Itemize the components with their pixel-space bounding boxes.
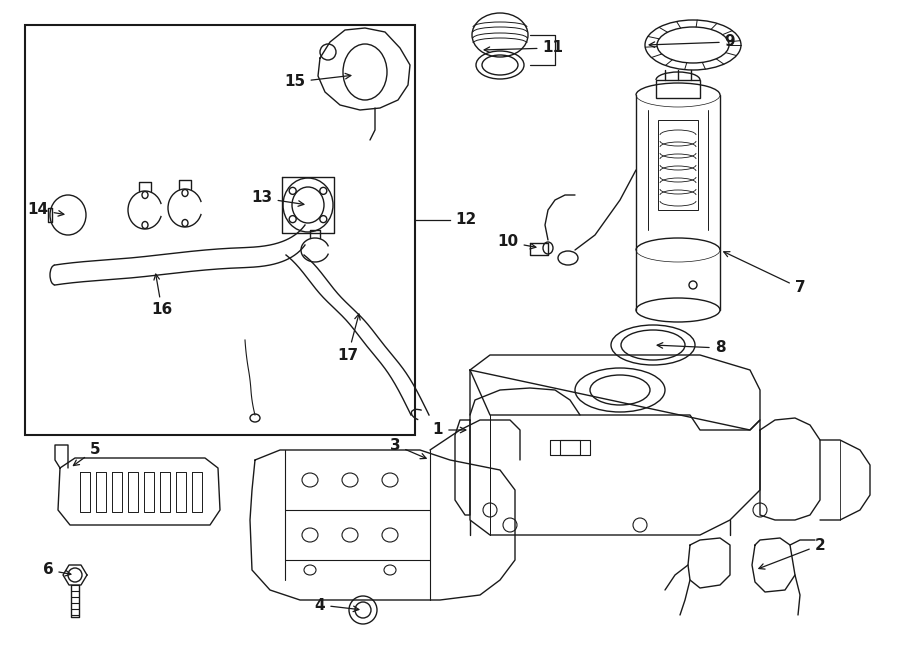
Text: 3: 3 [390, 438, 427, 459]
Bar [656, 80, 700, 98]
Text: 13: 13 [251, 190, 304, 206]
Text: 16: 16 [151, 274, 173, 317]
Text: 5: 5 [74, 442, 100, 465]
Bar [25, 25, 415, 435]
Text: 7: 7 [724, 252, 806, 295]
Text: 15: 15 [284, 73, 351, 89]
Text: 12: 12 [455, 212, 476, 227]
Bar [658, 120, 698, 210]
Text: 11: 11 [484, 40, 563, 56]
Text: 6: 6 [42, 563, 71, 578]
Text: 10: 10 [498, 235, 536, 249]
Text: 1: 1 [433, 422, 466, 438]
Text: 8: 8 [657, 340, 725, 356]
Text: 14: 14 [27, 202, 64, 217]
Text: 2: 2 [759, 537, 825, 569]
Text: 4: 4 [315, 598, 359, 613]
Text: 9: 9 [649, 34, 735, 50]
Text: 17: 17 [338, 314, 360, 362]
